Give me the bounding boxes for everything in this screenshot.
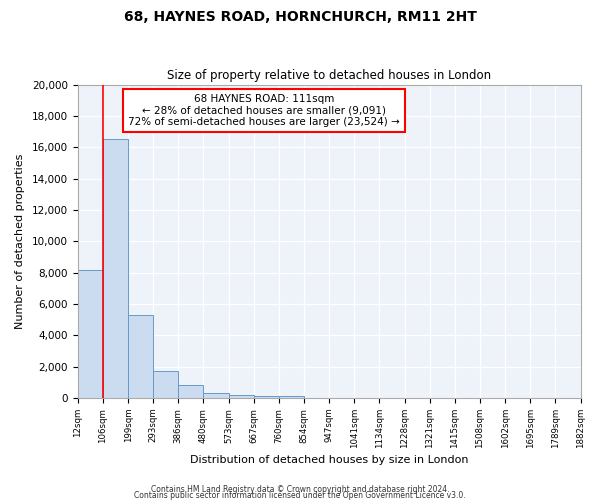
- X-axis label: Distribution of detached houses by size in London: Distribution of detached houses by size …: [190, 455, 469, 465]
- Text: Contains HM Land Registry data © Crown copyright and database right 2024.: Contains HM Land Registry data © Crown c…: [151, 484, 449, 494]
- Bar: [78, 270, 103, 398]
- Bar: [178, 386, 203, 398]
- Bar: [279, 396, 304, 398]
- Text: 68, HAYNES ROAD, HORNCHURCH, RM11 2HT: 68, HAYNES ROAD, HORNCHURCH, RM11 2HT: [124, 10, 476, 24]
- Bar: [254, 396, 279, 398]
- Bar: [103, 140, 128, 398]
- Text: Contains public sector information licensed under the Open Government Licence v3: Contains public sector information licen…: [134, 490, 466, 500]
- Bar: [128, 315, 153, 398]
- Text: 68 HAYNES ROAD: 111sqm
← 28% of detached houses are smaller (9,091)
72% of semi-: 68 HAYNES ROAD: 111sqm ← 28% of detached…: [128, 94, 400, 127]
- Bar: [229, 395, 254, 398]
- Bar: [153, 370, 178, 398]
- Title: Size of property relative to detached houses in London: Size of property relative to detached ho…: [167, 69, 491, 82]
- Y-axis label: Number of detached properties: Number of detached properties: [15, 154, 25, 329]
- Bar: [203, 394, 229, 398]
